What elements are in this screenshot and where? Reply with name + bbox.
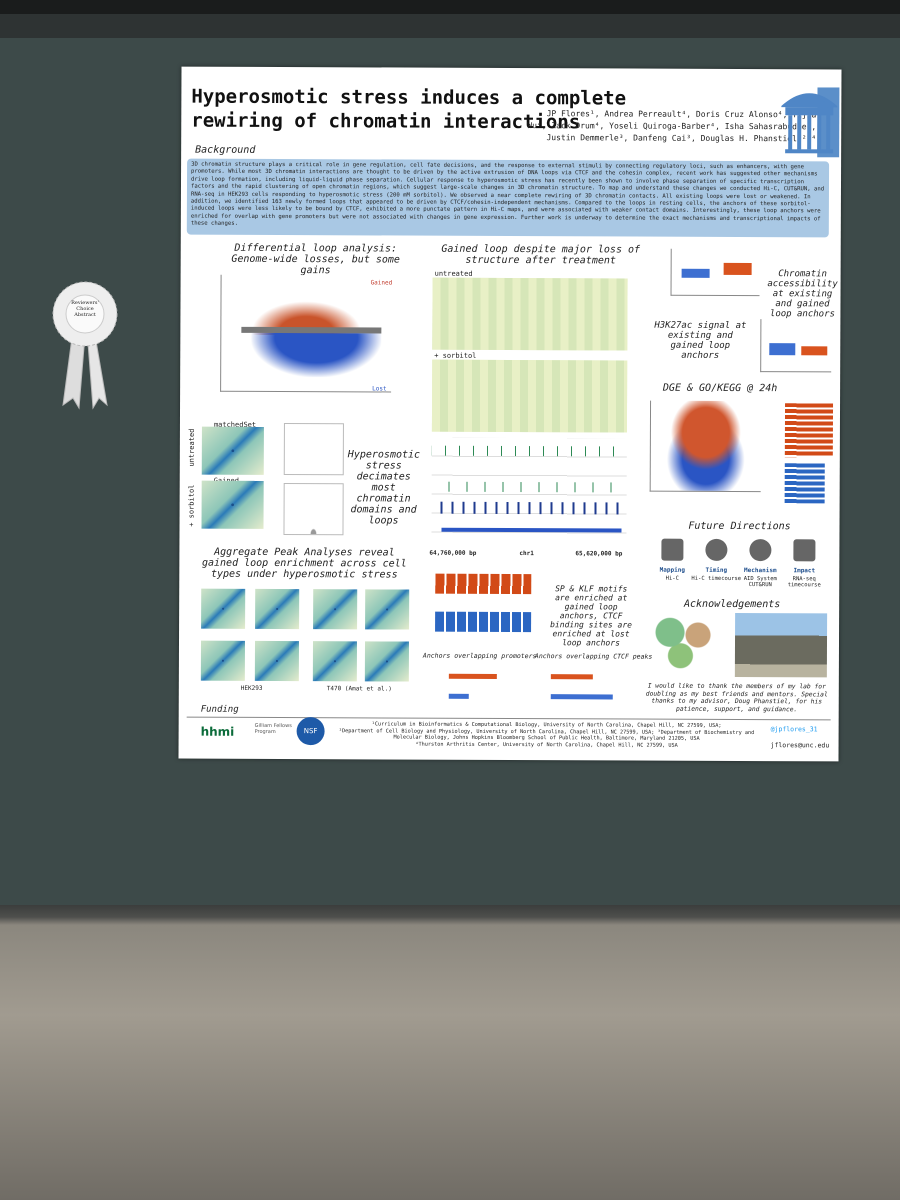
overlap-bar — [448, 673, 497, 679]
future-desc: RNA-seq timecourse — [787, 576, 821, 589]
apa-map — [312, 641, 358, 682]
poster: Hyperosmotic stress induces a complete r… — [178, 66, 842, 762]
axis-label: chr1 — [519, 550, 534, 558]
box — [769, 343, 796, 356]
track — [431, 481, 627, 493]
row-label: untreated — [187, 428, 196, 467]
apa-map — [364, 641, 410, 682]
future-icon — [793, 539, 816, 562]
apa-map — [254, 640, 300, 682]
future-directions — [182, 67, 842, 70]
apa-map — [201, 588, 246, 629]
future-icon — [705, 538, 728, 561]
apa-map — [201, 480, 264, 529]
apa-map — [255, 588, 300, 630]
unc-logo — [781, 93, 838, 154]
track-label: + sorbitol — [434, 351, 477, 360]
future-desc: AID System CUT&RUN — [743, 576, 777, 589]
ma-plot — [649, 400, 762, 493]
future-desc: Hi-C timecourse — [691, 575, 742, 583]
acknowledgements-text: I would like to thank the members of my … — [645, 682, 828, 713]
gilliam-logo: Gilliam Fellows Program — [254, 722, 292, 735]
panel-title: Chromatin accessibility at existing and … — [767, 269, 838, 320]
email: jflores@unc.edu — [770, 741, 830, 750]
boxplot — [760, 319, 832, 373]
apa-map — [200, 640, 246, 681]
section-heading: Acknowledgements — [683, 598, 781, 611]
boxplot — [670, 248, 760, 297]
row-label: + sorbitol — [187, 484, 196, 527]
panel-title: Gained loop despite major loss of struct… — [441, 243, 641, 267]
ribbon-text: Reviewers' Choice Abstract — [71, 300, 99, 318]
logo-shape — [781, 93, 838, 154]
panel-title: Anchors overlapping promoters — [422, 651, 537, 661]
panel-title: DGE & GO/KEGG @ 24h — [662, 382, 778, 395]
background-text: 3D chromatin structure plays a critical … — [186, 158, 830, 238]
affiliations: ¹Curriculum in Bioinformatics & Computat… — [337, 721, 757, 749]
twitter: @jpflores_31 — [770, 725, 818, 734]
overlap-bar — [550, 694, 613, 700]
motif-bars — [435, 611, 532, 633]
lab-photos — [648, 616, 720, 669]
ma-plot — [220, 274, 392, 393]
profile-plot — [283, 483, 344, 536]
apa-map — [313, 589, 358, 630]
track — [431, 445, 627, 457]
panel-title: Hyperosmotic stress decimates most chrom… — [347, 449, 421, 527]
gained-label: Gained — [370, 279, 393, 287]
rosette-center — [65, 294, 105, 334]
overlap-bar — [448, 693, 469, 699]
go-bars — [784, 403, 834, 458]
cell-label: T470 (Amat et al.) — [326, 685, 392, 693]
hhmi-logo: hhmi — [200, 724, 235, 739]
group-photo — [734, 612, 828, 678]
axis-label: 64,760,000 bp — [429, 549, 477, 557]
track-label: untreated — [434, 269, 473, 278]
future-desc: Hi-C — [665, 575, 679, 582]
future-icon — [749, 539, 772, 562]
hic-map — [432, 277, 628, 351]
box — [801, 346, 828, 356]
genes — [441, 527, 622, 533]
panel-title: SP & KLF motifs are enriched at gained l… — [550, 584, 633, 648]
motif-bars — [435, 573, 532, 595]
apa-map — [365, 589, 410, 630]
affiliation: ²Department of Cell Biology and Physiolo… — [338, 727, 755, 742]
ribbon — [52, 281, 118, 410]
axis-label: 65,620,000 bp — [575, 550, 623, 558]
section-heading: Future Directions — [688, 520, 791, 533]
hic-map — [431, 359, 628, 433]
future-name: Mapping — [659, 566, 685, 574]
signal-tracks — [431, 437, 627, 549]
cell-label: HEK293 — [240, 684, 263, 692]
panel-title: H3K27ac signal at existing and gained lo… — [654, 320, 747, 361]
overlap-bar — [550, 674, 593, 680]
future-name: Impact — [793, 567, 816, 575]
panel-title: Aggregate Peak Analyses reveal gained lo… — [201, 546, 407, 581]
lost-dots — [251, 332, 382, 378]
ceiling — [0, 0, 900, 14]
apa-map — [201, 426, 264, 475]
panel-title: Differential loop analysis: Genome-wide … — [231, 242, 400, 277]
future-name: Mechanism — [744, 567, 777, 575]
lost-label: Lost — [372, 385, 387, 393]
divider — [186, 716, 831, 721]
kegg-bars — [784, 463, 825, 504]
nsf-logo: NSF — [296, 717, 325, 746]
wall-frame — [0, 14, 900, 38]
profile-plot — [283, 423, 344, 476]
background-heading: Background — [195, 144, 256, 156]
panel-title: Anchors overlapping CTCF peaks — [534, 652, 653, 661]
box — [723, 262, 752, 276]
future-name: Timing — [705, 566, 728, 574]
future-icon — [661, 538, 684, 561]
track — [431, 501, 627, 515]
box — [681, 268, 710, 278]
floor — [0, 905, 900, 1200]
section-heading: Funding — [200, 704, 239, 715]
authors: JP Flores¹, Andrea Perreault⁴, Doris Cru… — [527, 109, 817, 144]
